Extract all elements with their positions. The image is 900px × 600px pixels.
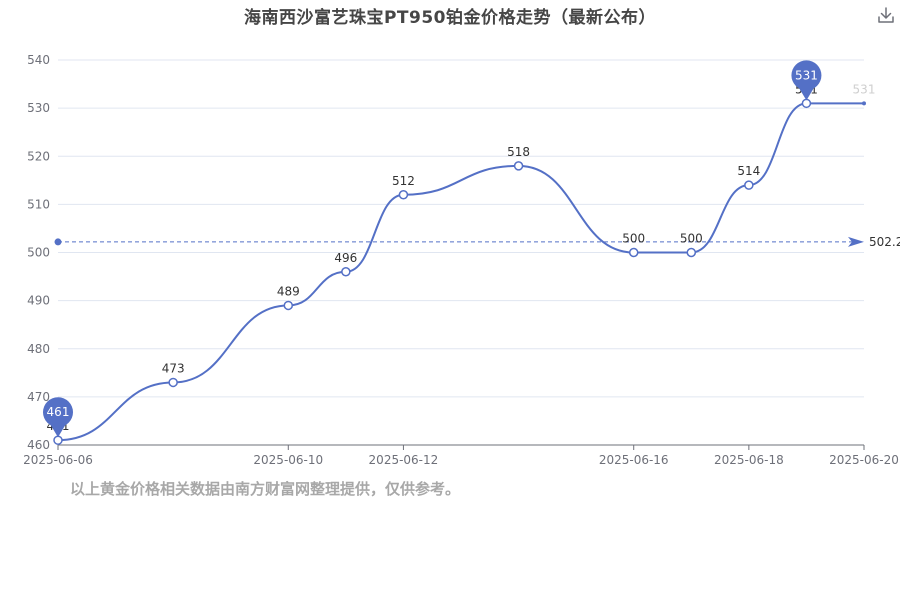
data-label: 514 <box>737 164 760 178</box>
y-tick-label: 470 <box>27 390 50 404</box>
data-label: 518 <box>507 145 530 159</box>
data-label: 489 <box>277 284 300 298</box>
x-tick-label: 2025-06-10 <box>253 453 323 467</box>
data-point <box>801 98 812 109</box>
data-label: 500 <box>680 232 703 246</box>
data-point <box>53 435 63 445</box>
y-tick-label: 490 <box>27 294 50 308</box>
download-icon[interactable] <box>876 5 896 25</box>
data-point <box>341 267 351 277</box>
data-label: 512 <box>392 174 415 188</box>
x-tick-label: 2025-06-06 <box>23 453 93 467</box>
chart-title: 海南西沙富艺珠宝PT950铂金价格走势（最新公布） <box>243 8 657 28</box>
data-point <box>628 247 639 258</box>
data-point <box>513 161 524 171</box>
y-tick-label: 500 <box>27 246 50 260</box>
y-tick-label: 530 <box>27 101 50 115</box>
data-label: 473 <box>162 361 185 375</box>
data-point <box>283 300 294 311</box>
data-point <box>862 101 866 106</box>
x-tick-label: 2025-06-20 <box>829 453 899 467</box>
data-point <box>398 190 409 200</box>
x-tick-label: 2025-06-12 <box>369 453 439 467</box>
average-line-arrow <box>848 236 864 247</box>
data-point <box>686 247 697 258</box>
data-label: 531 <box>853 82 876 96</box>
min-pin-label: 461 <box>47 405 70 419</box>
x-tick-label: 2025-06-16 <box>599 453 669 467</box>
y-tick-label: 540 <box>27 53 50 67</box>
average-line-start <box>54 238 62 246</box>
max-pin <box>791 60 822 91</box>
y-tick-label: 520 <box>27 149 50 163</box>
x-tick-label: 2025-06-18 <box>714 453 784 467</box>
min-pin <box>43 397 73 428</box>
y-tick-label: 480 <box>27 342 50 356</box>
max-pin-label: 531 <box>795 68 818 82</box>
footnote: 以上黄金价格相关数据由南方财富网整理提供，仅供参考。 <box>70 480 461 498</box>
average-label: 502.2 <box>869 235 900 249</box>
data-point <box>744 180 754 190</box>
data-label: 500 <box>622 232 645 246</box>
data-label: 496 <box>334 251 357 265</box>
series-line <box>57 102 864 442</box>
download-icon-glyph <box>878 7 894 23</box>
y-tick-label: 460 <box>27 438 50 452</box>
data-point <box>168 377 178 388</box>
y-tick-label: 510 <box>27 197 50 211</box>
